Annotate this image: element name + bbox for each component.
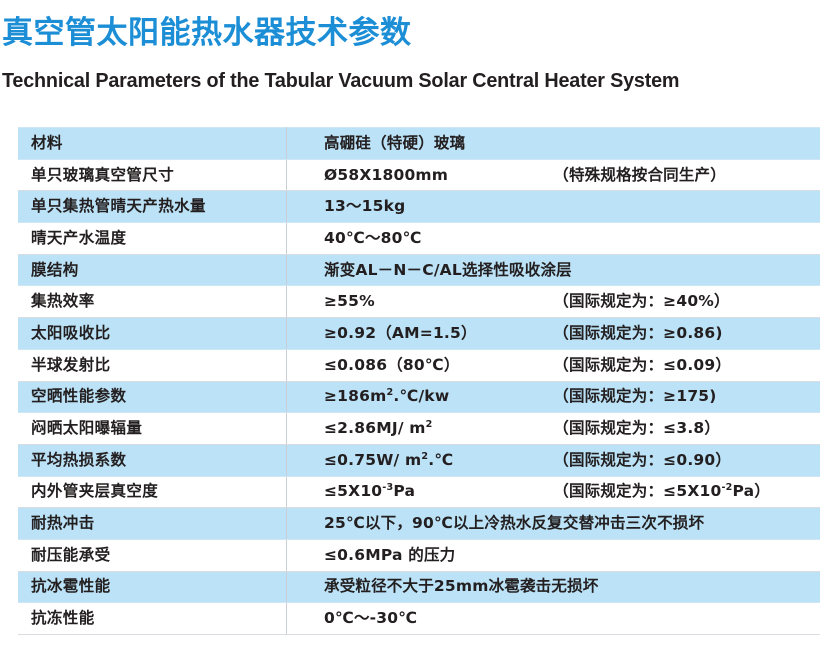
- parameter-name-cell: 空晒性能参数: [18, 380, 287, 414]
- parameter-standard-note-cell: （特殊规格按合同生产）: [553, 158, 820, 192]
- parameter-standard-note-cell: （国际规定为：≥40%）: [553, 285, 820, 319]
- parameter-name-cell: 闷晒太阳曝辐量: [18, 412, 287, 445]
- parameter-standard-note-cell: （国际规定为：≤5X10-2Pa）: [553, 475, 820, 509]
- parameter-name-cell: 单只集热管晴天产热水量: [18, 190, 287, 224]
- parameter-name-cell: 抗冻性能: [18, 602, 287, 635]
- parameter-value-cell: ≤0.086（80℃）: [286, 348, 554, 382]
- table-row: 材料 高硼硅（特硬）玻璃: [18, 127, 820, 160]
- specifications-table-body: 材料 高硼硅（特硬）玻璃 单只玻璃真空管尺寸 Ø58X1800mm （特殊规格按合同生产…: [18, 127, 820, 635]
- table-row: 晴天产水温度 40℃～80℃: [18, 222, 820, 255]
- parameter-name-cell: 耐热冲击: [18, 507, 287, 540]
- table-row: 耐热冲击 25℃以下，90℃以上冷热水反复交替冲击三次不损坏: [18, 507, 820, 540]
- parameter-name-cell: 太阳吸收比: [18, 317, 287, 350]
- parameter-name-cell: 膜结构: [18, 253, 287, 287]
- specifications-table: 材料 高硼硅（特硬）玻璃 单只玻璃真空管尺寸 Ø58X1800mm （特殊规格按合同生产…: [18, 127, 820, 635]
- parameter-value-cell: 40℃～80℃: [286, 222, 820, 255]
- table-row: 抗冰雹性能 承受粒径不大于25mm冰雹袭击无损坏: [18, 570, 820, 604]
- parameter-value-cell: ≥0.92（AM=1.5）: [286, 317, 554, 350]
- parameter-value-cell: ≤5X10-3Pa: [286, 475, 554, 509]
- table-row: 内外管夹层真空度 ≤5X10-3Pa （国际规定为：≤5X10-2Pa）: [18, 475, 820, 509]
- parameter-value-cell: 承受粒径不大于25mm冰雹袭击无损坏: [286, 570, 820, 604]
- parameter-standard-note-cell: （国际规定为：≤3.8）: [553, 412, 820, 445]
- parameter-value-cell: ≤0.75W/ m2.℃: [286, 443, 554, 477]
- parameter-value-cell: ≤2.86MJ/ m2: [286, 412, 554, 445]
- table-row: 太阳吸收比 ≥0.92（AM=1.5） （国际规定为：≥0.86): [18, 317, 820, 350]
- table-row: 平均热损系数 ≤0.75W/ m2.℃ （国际规定为：≤0.90）: [18, 443, 820, 477]
- parameter-name-cell: 半球发射比: [18, 348, 287, 382]
- page-subtitle-english: Technical Parameters of the Tabular Vacu…: [2, 69, 680, 92]
- table-row: 单只玻璃真空管尺寸 Ø58X1800mm （特殊规格按合同生产）: [18, 158, 820, 192]
- table-row: 抗冻性能 0℃～-30℃: [18, 602, 820, 635]
- parameter-value-cell: 渐变AL－N－C/AL选择性吸收涂层: [286, 253, 820, 287]
- parameter-standard-note-cell: （国际规定为：≥175): [553, 380, 820, 414]
- parameter-name-cell: 集热效率: [18, 285, 287, 319]
- parameter-name-cell: 材料: [18, 127, 287, 160]
- parameter-standard-note-cell: （国际规定为：≥0.86): [553, 317, 820, 350]
- table-row: 集热效率 ≥55% （国际规定为：≥40%）: [18, 285, 820, 319]
- parameter-value-cell: 25℃以下，90℃以上冷热水反复交替冲击三次不损坏: [286, 507, 820, 540]
- parameter-value-cell: 0℃～-30℃: [286, 602, 820, 635]
- parameter-name-cell: 单只玻璃真空管尺寸: [18, 158, 287, 192]
- page-title-chinese: 真空管太阳能热水器技术参数: [2, 15, 412, 51]
- parameter-value-cell: Ø58X1800mm: [286, 158, 554, 192]
- table-row: 耐压能承受 ≤0.6MPa 的压力: [18, 538, 820, 572]
- parameter-name-cell: 晴天产水温度: [18, 222, 287, 255]
- parameter-value-cell: ≥186m2.℃/kw: [286, 380, 554, 414]
- table-row: 膜结构 渐变AL－N－C/AL选择性吸收涂层: [18, 253, 820, 287]
- parameter-value-cell: 13～15kg: [286, 190, 820, 224]
- parameter-value-cell: 高硼硅（特硬）玻璃: [286, 127, 820, 160]
- parameter-standard-note-cell: （国际规定为：≤0.90）: [553, 443, 820, 477]
- parameter-name-cell: 平均热损系数: [18, 443, 287, 477]
- parameter-name-cell: 耐压能承受: [18, 538, 287, 572]
- parameter-name-cell: 抗冰雹性能: [18, 570, 287, 604]
- table-row: 闷晒太阳曝辐量 ≤2.86MJ/ m2 （国际规定为：≤3.8）: [18, 412, 820, 445]
- parameter-name-cell: 内外管夹层真空度: [18, 475, 287, 509]
- table-row: 单只集热管晴天产热水量 13～15kg: [18, 190, 820, 224]
- table-row: 半球发射比 ≤0.086（80℃） （国际规定为：≤0.09）: [18, 348, 820, 382]
- table-row: 空晒性能参数 ≥186m2.℃/kw （国际规定为：≥175): [18, 380, 820, 414]
- parameter-value-cell: ≤0.6MPa 的压力: [286, 538, 820, 572]
- parameter-standard-note-cell: （国际规定为：≤0.09）: [553, 348, 820, 382]
- parameter-value-cell: ≥55%: [286, 285, 554, 319]
